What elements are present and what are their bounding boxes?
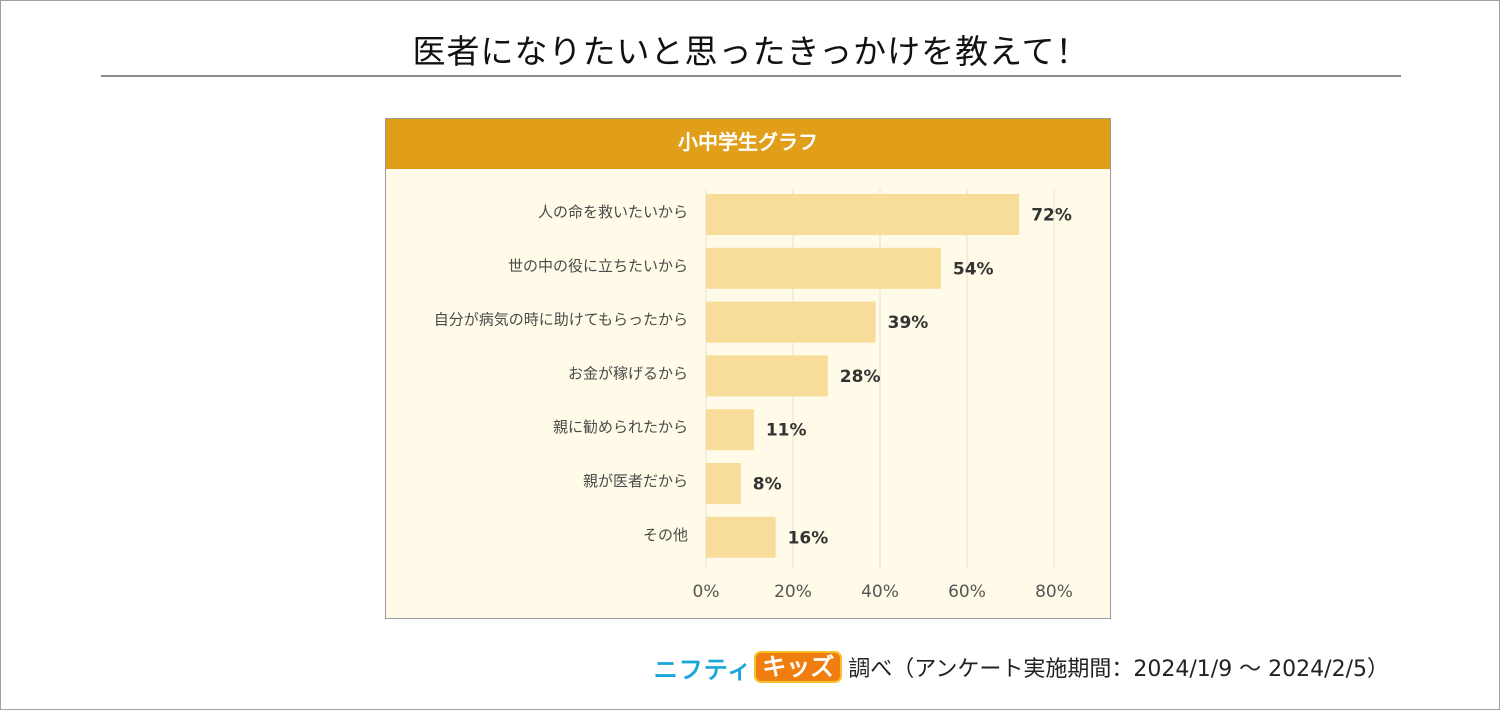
category-label: お金が稼げるから: [568, 364, 688, 382]
source-footer: ニフティ キッズ 調べ（アンケート実施期間：2024/1/9 ～ 2024/2/…: [654, 649, 1389, 685]
data-label: 28%: [840, 367, 881, 387]
x-tick-label: 60%: [948, 582, 986, 602]
x-tick-label: 80%: [1035, 582, 1073, 602]
bar: [706, 409, 754, 451]
bar: [706, 301, 876, 343]
x-tick-label: 0%: [693, 582, 720, 602]
nifty-kids-logo: ニフティ キッズ: [654, 650, 843, 685]
data-label: 11%: [766, 421, 807, 441]
category-label: その他: [643, 526, 688, 544]
bar: [706, 516, 776, 558]
data-label: 72%: [1031, 206, 1072, 226]
category-label: 親が医者だから: [583, 472, 688, 490]
bar: [706, 247, 941, 289]
logo-kids-text: キッズ: [754, 651, 843, 683]
data-label: 8%: [753, 475, 782, 495]
bar: [706, 463, 741, 504]
data-label: 16%: [788, 528, 829, 548]
title-divider: [101, 75, 1401, 77]
source-text: 調べ（アンケート実施期間：2024/1/9 ～ 2024/2/5）: [848, 657, 1389, 682]
x-tick-label: 20%: [774, 582, 812, 602]
data-label: 54%: [953, 259, 994, 279]
data-label: 39%: [888, 313, 929, 333]
category-label: 世の中の役に立ちたいから: [508, 257, 688, 275]
bar: [706, 194, 1020, 235]
x-tick-label: 40%: [861, 582, 899, 602]
category-label: 人の命を救いたいから: [538, 203, 688, 221]
category-label: 自分が病気の時に助けてもらったから: [434, 311, 688, 329]
chart-panel: 小中学生グラフ 0% 20% 40% 60% 80% 人の命を救いたいから 72% 世の中の役…: [385, 118, 1111, 619]
logo-nifty-text: ニフティ: [653, 655, 753, 684]
bar: [706, 355, 828, 397]
chart-title: 小中学生グラフ: [386, 119, 1110, 169]
page-title: 医者になりたいと思ったきっかけを教えて！: [412, 32, 1090, 71]
bar-chart: 0% 20% 40% 60% 80% 人の命を救いたいから 72% 世の中の役に立ちたいから 5…: [434, 189, 1073, 602]
category-label: 親に勧められたから: [553, 418, 688, 436]
